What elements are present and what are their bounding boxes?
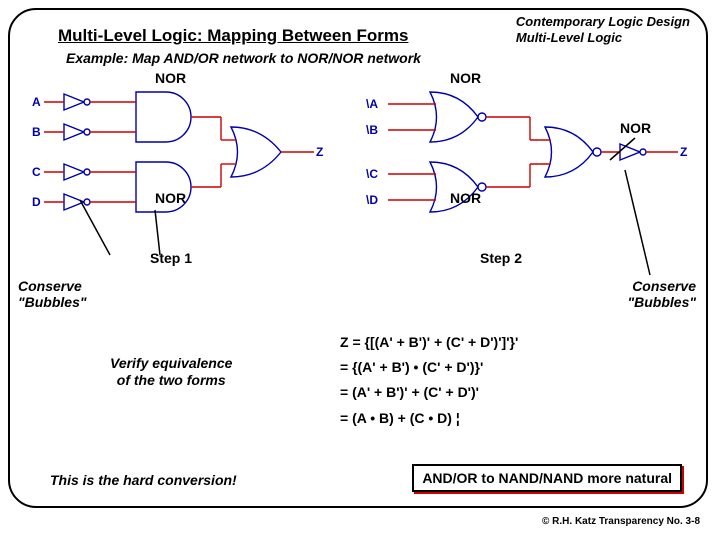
out-z2: Z <box>680 145 687 159</box>
step1-label: Step 1 <box>150 250 192 266</box>
header-line2: Multi-Level Logic <box>516 30 622 45</box>
in-a2: \A <box>366 97 378 111</box>
in-c: C <box>32 165 41 179</box>
nor-label-2b: NOR <box>450 190 481 206</box>
footer-credit: © R.H. Katz Transparency No. 3-8 <box>542 516 700 527</box>
in-b: B <box>32 125 41 139</box>
conserve-left: Conserve "Bubbles" <box>18 278 87 310</box>
natural-box: AND/OR to NAND/NAND more natural <box>412 464 682 492</box>
conserve-r1: Conserve <box>632 278 696 294</box>
verify-l2: of the two forms <box>117 372 226 388</box>
nor-label-1b: NOR <box>155 190 186 206</box>
conserve-l2: "Bubbles" <box>18 294 87 310</box>
eq1: Z = {[(A' + B')' + (C' + D')']'}' <box>340 330 518 355</box>
nor-label-2a: NOR <box>450 70 481 86</box>
header-line1: Contemporary Logic Design <box>516 14 690 29</box>
in-b2: \B <box>366 123 378 137</box>
conserve-right: Conserve "Bubbles" <box>627 278 696 310</box>
in-d: D <box>32 195 41 209</box>
nor-label-2c: NOR <box>620 120 651 136</box>
step2-label: Step 2 <box>480 250 522 266</box>
circuit-step1: A B C D Z <box>26 72 326 242</box>
slide-title: Multi-Level Logic: Mapping Between Forms <box>58 26 408 46</box>
verify-text: Verify equivalence of the two forms <box>110 355 232 389</box>
nor-label-1a: NOR <box>155 70 186 86</box>
conserve-r2: "Bubbles" <box>627 294 696 310</box>
in-c2: \C <box>366 167 378 181</box>
hard-conversion: This is the hard conversion! <box>50 472 237 488</box>
eq2: = {(A' + B') • (C' + D')}' <box>340 355 518 380</box>
eq4: = (A • B) + (C • D) ¦ <box>340 406 518 431</box>
slide-frame: Contemporary Logic Design Multi-Level Lo… <box>8 8 708 508</box>
out-z1: Z <box>316 145 323 159</box>
eq3: = (A' + B')' + (C' + D')' <box>340 380 518 405</box>
conserve-l1: Conserve <box>18 278 82 294</box>
equations: Z = {[(A' + B')' + (C' + D')']'}' = {(A'… <box>340 330 518 431</box>
verify-l1: Verify equivalence <box>110 355 232 371</box>
in-d2: \D <box>366 193 378 207</box>
in-a: A <box>32 95 41 109</box>
circuit-step2: \A \B \C \D Z <box>360 72 690 242</box>
header-right: Contemporary Logic Design Multi-Level Lo… <box>516 14 690 47</box>
example-line: Example: Map AND/OR network to NOR/NOR n… <box>66 50 421 66</box>
